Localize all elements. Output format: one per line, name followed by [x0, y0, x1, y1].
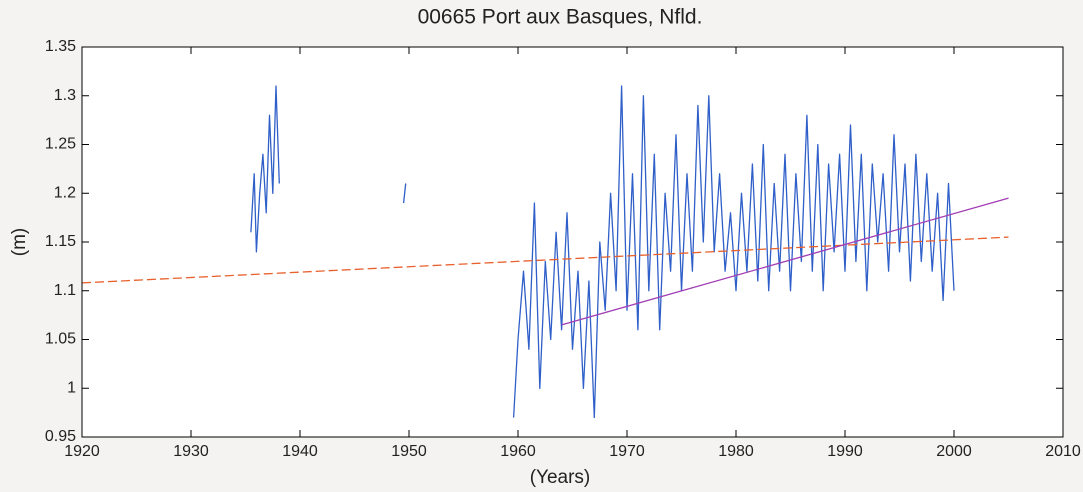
y-tick-label: 1.15 [45, 233, 76, 250]
x-tick-label: 1960 [500, 443, 536, 460]
y-tick-label: 1.05 [45, 331, 76, 348]
y-tick-label: 1.25 [45, 136, 76, 153]
x-tick-label: 1950 [391, 443, 427, 460]
chart-title: 00665 Port aux Basques, Nfld. [418, 6, 703, 29]
y-tick-label: 1.2 [54, 184, 76, 201]
y-axis-label: (m) [9, 228, 30, 256]
y-tick-label: 1 [67, 379, 76, 396]
y-tick-label: 1.35 [45, 38, 76, 55]
x-tick-label: 2000 [936, 443, 972, 460]
x-tick-label: 1980 [718, 443, 754, 460]
x-tick-label: 1930 [173, 443, 209, 460]
plot-frame [81, 46, 1064, 438]
x-tick-label: 1970 [609, 443, 645, 460]
x-tick-label: 1940 [282, 443, 318, 460]
y-tick-label: 0.95 [45, 428, 76, 445]
x-tick-label: 1920 [64, 443, 100, 460]
series-line [250, 85, 955, 419]
x-axis-label: (Years) [530, 467, 591, 488]
series-line [561, 197, 1009, 326]
series-line [81, 236, 1009, 284]
y-tick-label: 1.3 [54, 87, 76, 104]
x-tick-label: 2010 [1045, 443, 1081, 460]
y-tick-label: 1.1 [54, 282, 76, 299]
x-tick-label: 1990 [827, 443, 863, 460]
